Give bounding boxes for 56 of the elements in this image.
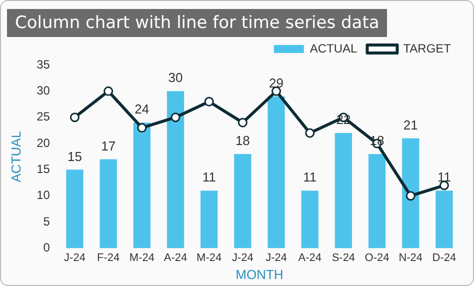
bar [100, 159, 117, 248]
point [170, 112, 180, 122]
data-label: 18 [235, 133, 250, 148]
x-tick-label: O-24 [364, 252, 390, 264]
point [439, 180, 449, 190]
x-tick-label: F-24 [97, 252, 120, 264]
bar [133, 122, 150, 248]
point [70, 112, 80, 122]
bar [234, 154, 252, 248]
y-tick-label: 5 [43, 214, 50, 228]
point [238, 118, 248, 128]
bar [402, 138, 420, 248]
bar [301, 190, 318, 248]
x-tick-label: A-24 [298, 252, 322, 264]
point [104, 86, 114, 96]
x-tick-label: M-24 [129, 252, 154, 264]
data-label: 21 [403, 117, 418, 132]
bar [66, 170, 84, 248]
y-tick-label: 0 [43, 240, 50, 255]
y-tick-label: 30 [36, 83, 50, 98]
point [137, 123, 147, 133]
x-tick-label: M-24 [196, 252, 222, 264]
bar [368, 154, 386, 248]
legend-label: TARGET [403, 41, 452, 56]
point [305, 128, 315, 138]
data-label: 11 [202, 170, 216, 185]
bar [268, 96, 285, 248]
data-label: 29 [269, 75, 284, 90]
bar [166, 91, 184, 248]
bar [334, 133, 352, 248]
x-tick-label: S-24 [332, 252, 356, 264]
data-label: 11 [437, 170, 451, 185]
data-label: 11 [303, 170, 317, 185]
x-tick-label: J-24 [64, 252, 86, 264]
legend-label: ACTUAL [310, 41, 358, 56]
data-label: 30 [168, 70, 183, 86]
y-axis-title: ACTUAL [8, 130, 24, 182]
x-tick-label: J-24 [266, 252, 287, 264]
x-tick-label: N-24 [398, 252, 423, 264]
point [204, 96, 214, 106]
y-tick-label: 10 [36, 188, 50, 202]
y-tick-label: 15 [36, 162, 50, 176]
bar [436, 190, 453, 248]
data-label: 15 [68, 148, 82, 164]
y-tick-label: 35 [36, 57, 50, 72]
data-label: 24 [134, 102, 150, 117]
data-label: 17 [101, 138, 116, 154]
y-tick-label: 25 [36, 110, 50, 124]
chart-title: Column chart with line for time series data [7, 9, 388, 37]
y-tick-label: 20 [36, 136, 50, 150]
point [406, 191, 416, 201]
x-tick-label: A-24 [164, 252, 188, 264]
bar [200, 190, 218, 248]
x-tick-label: D-24 [432, 252, 456, 264]
x-tick-label: J-24 [232, 252, 254, 264]
x-axis-title: MONTH [236, 266, 284, 282]
